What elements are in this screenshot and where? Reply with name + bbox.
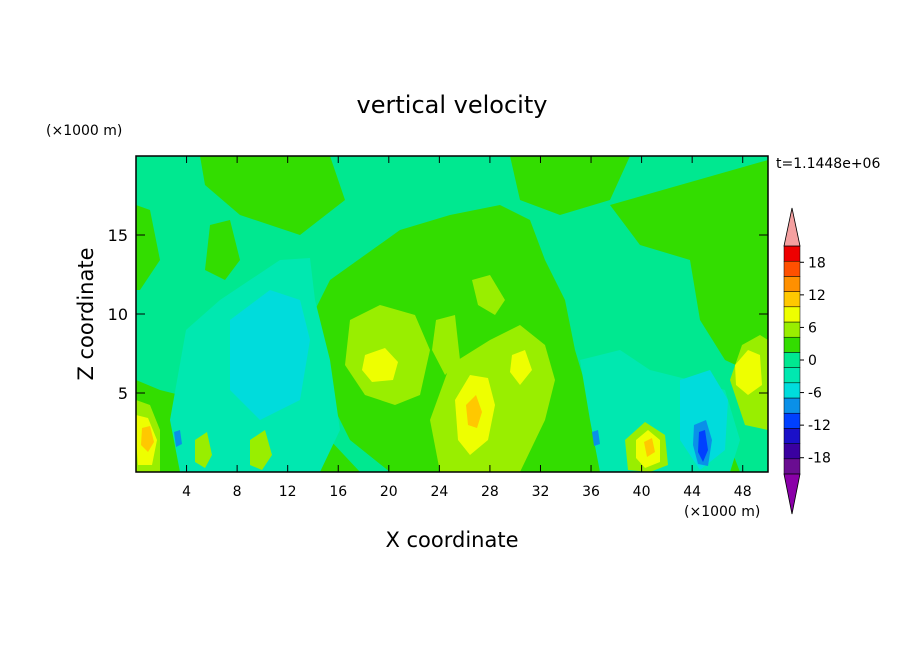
y-axis-label: Z coordinate bbox=[74, 247, 98, 380]
field-region bbox=[432, 315, 460, 375]
x-tick-label: 12 bbox=[279, 484, 297, 500]
plot-area bbox=[136, 156, 768, 472]
y-axis: 5 10 15 bbox=[108, 226, 768, 403]
y-tick-label: 10 bbox=[108, 305, 128, 324]
field-region bbox=[250, 430, 272, 470]
field-region bbox=[698, 430, 708, 462]
colorbar-tick-label: 0 bbox=[808, 353, 817, 369]
field-region bbox=[735, 350, 762, 395]
y-unit-label: (×1000 m) bbox=[46, 123, 122, 139]
field-region bbox=[610, 160, 768, 380]
field-region bbox=[644, 438, 655, 457]
colorbar-swatch bbox=[783, 367, 801, 384]
field-region bbox=[174, 430, 182, 447]
colorbar-tick-label: 12 bbox=[808, 288, 826, 304]
colorbar-swatch bbox=[783, 382, 801, 399]
colorbar-tick-label: 6 bbox=[808, 320, 817, 336]
colorbar-tick-label: 18 bbox=[808, 255, 826, 271]
field-region bbox=[510, 156, 630, 215]
field-region bbox=[510, 350, 532, 385]
x-tick-label: 48 bbox=[734, 484, 752, 500]
x-tick-label: 28 bbox=[481, 484, 499, 500]
field-region bbox=[466, 395, 482, 428]
x-tick-label: 36 bbox=[582, 484, 600, 500]
field-region bbox=[472, 275, 505, 315]
time-label: t=1.1448e+06 bbox=[776, 156, 880, 172]
field-region bbox=[141, 426, 154, 452]
x-tick-label: 20 bbox=[380, 484, 398, 500]
chart-title: vertical velocity bbox=[357, 91, 548, 119]
colorbar-tick-label: -6 bbox=[808, 386, 822, 402]
colorbar-swatch bbox=[783, 443, 801, 460]
y-tick-label: 5 bbox=[118, 384, 128, 403]
x-tick-label: 40 bbox=[633, 484, 651, 500]
colorbar-swatch bbox=[783, 458, 801, 475]
x-tick-label: 8 bbox=[233, 484, 242, 500]
field-region bbox=[136, 205, 160, 290]
colorbar-swatch bbox=[783, 352, 801, 368]
field-region bbox=[592, 430, 600, 446]
y-tick-label: 15 bbox=[108, 226, 128, 245]
field-region bbox=[230, 290, 310, 420]
colorbar-swatch bbox=[783, 321, 801, 338]
field-region bbox=[680, 370, 728, 470]
x-unit-label: (×1000 m) bbox=[684, 504, 760, 520]
colorbar-swatch bbox=[783, 412, 801, 429]
x-tick-label: 24 bbox=[430, 484, 448, 500]
colorbar-swatch bbox=[783, 291, 801, 308]
colorbar-tick-label: -18 bbox=[808, 451, 831, 467]
colorbar-swatch bbox=[783, 336, 801, 353]
colorbar-swatch bbox=[783, 245, 801, 262]
x-tick-label: 32 bbox=[532, 484, 550, 500]
colorbar: 18 12 6 0 -6 -12 -18 bbox=[783, 207, 831, 515]
colorbar-tick-label: -12 bbox=[808, 418, 831, 434]
colorbar-over-triangle bbox=[783, 207, 801, 247]
field-region bbox=[362, 348, 398, 382]
field-region bbox=[195, 432, 212, 468]
colorbar-under-triangle bbox=[783, 473, 801, 515]
x-axis: 4 8 12 16 20 24 28 32 36 40 44 48 bbox=[182, 156, 752, 500]
x-axis-label: X coordinate bbox=[385, 528, 518, 552]
colorbar-swatch bbox=[783, 306, 801, 323]
field-region bbox=[200, 156, 345, 235]
colorbar-swatch bbox=[783, 276, 801, 292]
x-tick-label: 16 bbox=[329, 484, 347, 500]
x-tick-label: 44 bbox=[683, 484, 701, 500]
field-region bbox=[205, 220, 240, 280]
colorbar-swatch bbox=[783, 397, 801, 414]
colorbar-swatch bbox=[783, 428, 801, 444]
colorbar-swatch bbox=[783, 260, 801, 277]
x-tick-label: 4 bbox=[182, 484, 191, 500]
